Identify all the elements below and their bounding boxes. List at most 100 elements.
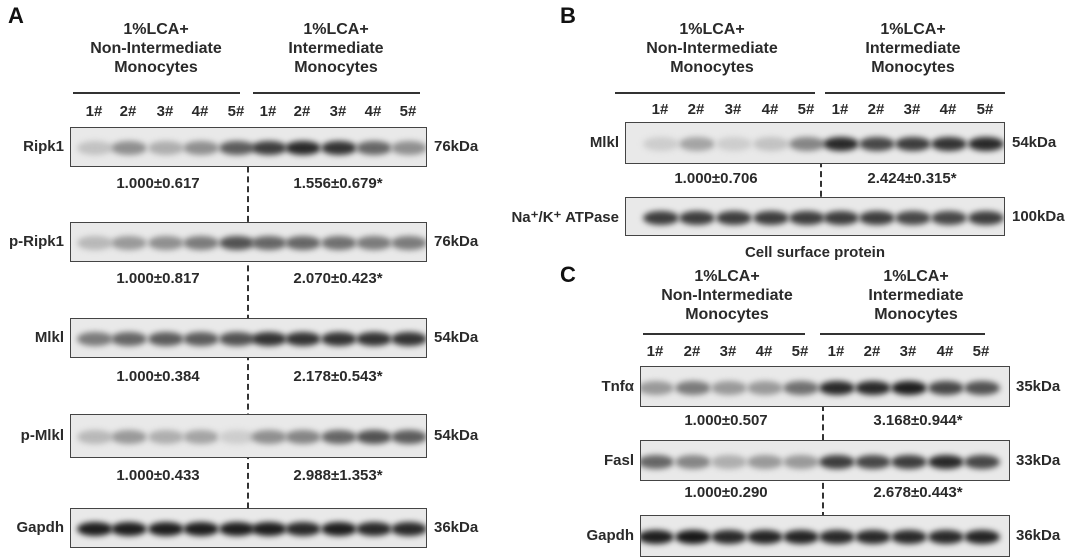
lane-label: 2# — [867, 101, 885, 118]
quantification-value: 1.000±0.617 — [116, 175, 200, 192]
protein-band — [783, 380, 819, 395]
group-underline — [825, 92, 1005, 94]
protein-band — [891, 380, 927, 395]
molecular-weight-label: 36kDa — [1016, 527, 1061, 544]
lane-label: 3# — [719, 343, 737, 360]
quantification-value: 2.678±0.443* — [873, 484, 963, 501]
protein-band — [891, 530, 927, 544]
protein-band — [321, 332, 357, 346]
protein-band — [747, 530, 783, 544]
quantification-value: 1.556±0.679* — [293, 175, 383, 192]
protein-band — [148, 236, 184, 250]
lane-label: 5# — [976, 101, 994, 118]
protein-band — [819, 530, 855, 544]
protein-band — [747, 380, 783, 395]
blot-label: Gapdh — [16, 519, 65, 536]
blot-label: Mlkl — [34, 329, 64, 346]
quantification-value: 2.988±1.353* — [293, 467, 383, 484]
lane-label: 5# — [791, 343, 809, 360]
protein-band — [964, 454, 1000, 469]
protein-band — [391, 236, 426, 250]
group-header: 1%LCA+ Non-Intermediate Monocytes — [646, 21, 778, 76]
panel-letter: C — [560, 262, 576, 287]
lane-label: 3# — [724, 101, 742, 118]
protein-band — [391, 522, 426, 536]
protein-band — [111, 236, 147, 250]
quantification-value: 1.000±0.507 — [684, 412, 768, 429]
quantification-value: 1.000±0.290 — [684, 484, 768, 501]
protein-band — [931, 210, 967, 225]
protein-band — [219, 332, 255, 346]
lane-label: 1# — [259, 103, 277, 120]
blot-image — [625, 197, 1005, 236]
group-header: 1%LCA+ Non-Intermediate Monocytes — [90, 21, 222, 76]
protein-band — [641, 530, 674, 544]
protein-band — [183, 522, 219, 536]
protein-band — [855, 380, 891, 395]
group-underline — [253, 92, 420, 94]
protein-band — [753, 137, 789, 151]
quantification-value: 2.424±0.315* — [867, 170, 957, 187]
lane-label: 4# — [364, 103, 382, 120]
protein-band — [77, 522, 113, 536]
protein-band — [968, 137, 1004, 151]
protein-band — [285, 430, 321, 444]
protein-band — [641, 380, 674, 395]
protein-band — [855, 454, 891, 469]
lane-label: 3# — [329, 103, 347, 120]
blot-label: Ripk1 — [23, 138, 64, 155]
protein-band — [819, 454, 855, 469]
lane-label: 4# — [761, 101, 779, 118]
protein-band — [964, 530, 1000, 544]
lane-label: 3# — [899, 343, 917, 360]
protein-band — [77, 332, 113, 346]
lane-label: 2# — [687, 101, 705, 118]
protein-band — [219, 522, 255, 536]
protein-band — [111, 141, 147, 155]
protein-band — [219, 236, 255, 250]
molecular-weight-label: 54kDa — [1012, 134, 1057, 151]
group-header: 1%LCA+ Non-Intermediate Monocytes — [661, 268, 793, 323]
blot-image — [640, 515, 1010, 557]
molecular-weight-label: 54kDa — [434, 329, 479, 346]
protein-band — [251, 141, 287, 155]
molecular-weight-label: 76kDa — [434, 233, 479, 250]
protein-band — [183, 141, 219, 155]
lane-label: 5# — [227, 103, 245, 120]
quantification-value: 1.000±0.817 — [116, 270, 200, 287]
protein-band — [855, 530, 891, 544]
protein-band — [285, 332, 321, 346]
protein-band — [77, 141, 113, 155]
protein-band — [747, 454, 783, 469]
protein-band — [183, 236, 219, 250]
blot-image — [70, 508, 427, 548]
protein-band — [251, 430, 287, 444]
group-header: 1%LCA+ Intermediate Monocytes — [288, 21, 384, 76]
protein-band — [789, 210, 825, 225]
blot-image — [70, 414, 427, 458]
protein-band — [789, 137, 825, 151]
protein-band — [928, 530, 964, 544]
quantification-value: 2.178±0.543* — [293, 368, 383, 385]
blot-image — [70, 222, 427, 262]
group-underline — [615, 92, 815, 94]
protein-band — [356, 141, 392, 155]
lane-label: 2# — [863, 343, 881, 360]
protein-band — [391, 332, 426, 346]
protein-band — [391, 141, 426, 155]
protein-band — [711, 454, 747, 469]
protein-band — [641, 454, 674, 469]
lane-label: 1# — [831, 101, 849, 118]
protein-band — [679, 137, 715, 151]
protein-band — [675, 454, 711, 469]
lane-label: 4# — [939, 101, 957, 118]
lane-label: 2# — [119, 103, 137, 120]
blot-image — [70, 318, 427, 358]
protein-band — [251, 522, 287, 536]
quantification-value: 1.000±0.384 — [116, 368, 200, 385]
protein-band — [968, 210, 1004, 225]
protein-band — [321, 430, 357, 444]
protein-band — [321, 141, 357, 155]
protein-band — [931, 137, 967, 151]
